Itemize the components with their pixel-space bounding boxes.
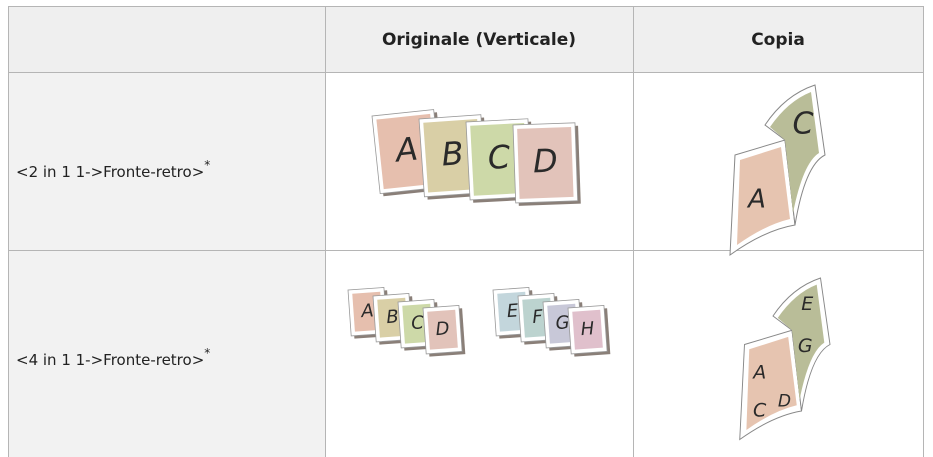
label-text: <4 in 1 1->Fronte-retro> (16, 351, 204, 369)
copy-letter: C (753, 400, 767, 422)
copy-letter: A (746, 185, 766, 215)
first-column-bg (8, 72, 325, 457)
page-illustration: D (422, 305, 466, 357)
footnote-mark: * (204, 158, 210, 172)
page-letter: H (580, 318, 595, 340)
row-label: <2 in 1 1->Fronte-retro>* (16, 158, 210, 181)
table-lines (8, 6, 924, 457)
copy-base-content (746, 336, 797, 430)
page-letter: E (506, 300, 519, 322)
page-letter: G (555, 312, 570, 334)
copy-illustration: AC (729, 84, 826, 257)
copy-base-content (737, 147, 790, 245)
copy-letter: C (793, 107, 814, 142)
page-letter: D (532, 141, 558, 180)
page-content (517, 126, 574, 199)
page-letter: A (360, 300, 375, 322)
page-letter: C (411, 312, 425, 334)
footnote-mark: * (204, 346, 210, 360)
label-text: <2 in 1 1->Fronte-retro> (16, 163, 204, 181)
page-letter: D (435, 318, 450, 340)
page-content (427, 309, 458, 350)
page-illustration: D (512, 122, 581, 206)
column-header: Copia (751, 30, 805, 50)
copy-letter: G (798, 335, 813, 357)
copy-flap-content (770, 92, 819, 213)
page-letter: B (440, 134, 465, 173)
row-label: <4 in 1 1->Fronte-retro>* (16, 346, 210, 369)
page-letter: F (532, 306, 544, 328)
copy-letter: D (778, 392, 791, 412)
header-bg (8, 6, 924, 72)
copy-letter: E (801, 293, 813, 315)
page-illustration: H (567, 305, 611, 357)
copy-flap-content (777, 284, 825, 400)
page-letter: A (392, 130, 420, 170)
copy-illustration: AC D EG (739, 277, 831, 441)
page-letter: B (386, 306, 400, 328)
column-header: Originale (Verticale) (382, 30, 576, 50)
copy-letter: A (751, 362, 766, 384)
page-content (572, 309, 603, 350)
page-letter: C (487, 138, 512, 177)
